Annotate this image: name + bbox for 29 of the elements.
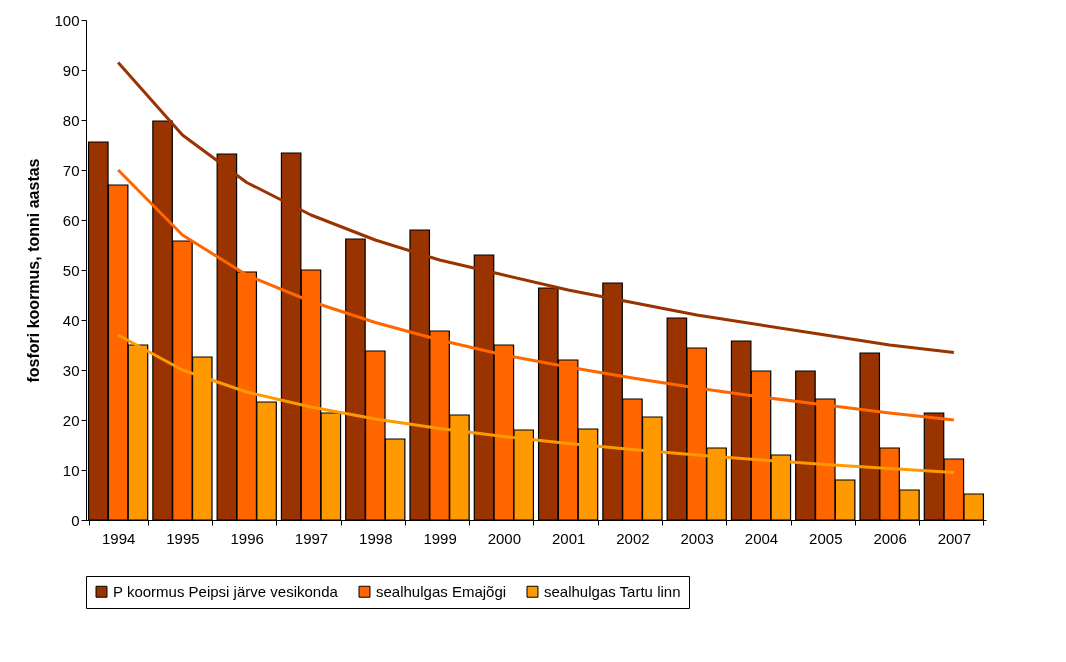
x-tick-label: 2005	[809, 529, 843, 547]
x-tick-label: 1994	[101, 529, 136, 547]
y-tick-label: 50	[62, 261, 80, 279]
y-tick-label: 100	[54, 11, 80, 29]
x-tick-label: 2007	[937, 529, 972, 547]
x-tick-label: 2002	[616, 529, 650, 547]
y-tick-label: 90	[62, 61, 80, 79]
y-tick-label: 20	[62, 411, 80, 429]
legend-label: P koormus Peipsi järve vesikonda	[113, 582, 339, 600]
y-tick-label: 10	[62, 461, 80, 479]
x-tick-label: 1997	[294, 529, 329, 547]
y-tick-label: 70	[62, 161, 80, 179]
x-tick-label: 2003	[680, 529, 714, 547]
x-tick-label: 1996	[230, 529, 264, 547]
legend-label: sealhulgas Tartu linn	[544, 582, 681, 600]
x-tick-label: 2001	[551, 529, 586, 547]
x-tick-label: 1998	[359, 529, 393, 547]
y-tick-label: 60	[62, 211, 80, 229]
x-tick-label: 2004	[744, 529, 779, 547]
y-tick-label: 0	[71, 511, 80, 529]
x-tick-label: 1995	[166, 529, 200, 547]
y-axis-title: fosfori koormus, tonni aastas	[25, 158, 43, 383]
x-tick-label: 1999	[423, 529, 457, 547]
y-tick-label: 40	[62, 311, 80, 329]
x-tick-label: 2006	[873, 529, 907, 547]
y-tick-label: 30	[62, 361, 80, 379]
y-tick-label: 80	[62, 111, 80, 129]
x-tick-label: 2000	[487, 529, 522, 547]
legend-label: sealhulgas Emajõgi	[376, 582, 507, 600]
